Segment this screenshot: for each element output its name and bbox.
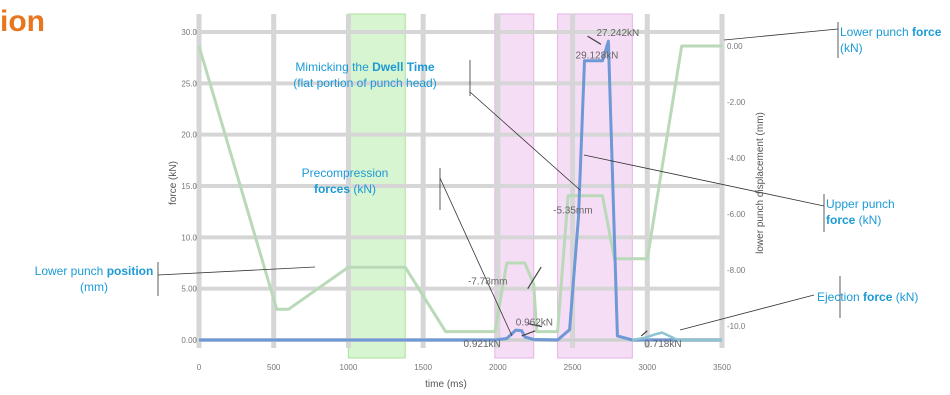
data-annotation-label: 0.718kN — [644, 339, 681, 350]
data-annotation-label: 29.128kN — [576, 51, 619, 62]
callout-precompression: Precompression forces (kN) — [301, 166, 389, 196]
y-axis-label: force (kN) — [168, 161, 179, 205]
y-right-tick-label: 0.00 — [727, 42, 743, 51]
callout-leader-line — [583, 154, 825, 207]
y-tick-label: 10.0 — [181, 233, 197, 242]
callout-lower-punch-force: Lower punch force (kN) — [840, 25, 942, 55]
annotation-arrow — [640, 330, 648, 337]
y-tick-label: 0.00 — [181, 336, 197, 345]
slide-title-fragment: ion — [0, 5, 45, 38]
annotation-arrow — [521, 330, 536, 337]
y-tick-label: 25.0 — [181, 79, 197, 88]
x-tick-label: 1500 — [414, 363, 432, 372]
series-position-line — [197, 44, 722, 334]
y-right-tick-label: -8.00 — [727, 266, 746, 275]
y-right-tick-label: -2.00 — [727, 98, 746, 107]
x-axis-label: time (ms) — [425, 379, 467, 390]
y-axis-right-label: lower punch displacement (mm) — [755, 112, 766, 254]
annotation-arrow — [587, 35, 602, 45]
x-tick-label: 500 — [267, 363, 281, 372]
series-ejection-line — [632, 331, 722, 342]
data-annotation-label: -5.35mm — [553, 206, 592, 217]
x-tick-label: 0 — [197, 363, 202, 372]
y-tick-label: 15.0 — [181, 182, 197, 191]
callout-leader-line — [679, 294, 815, 331]
callout-leader-line — [439, 177, 513, 337]
y-right-tick-label: -10.0 — [727, 322, 746, 331]
data-annotation-label: -7.78mm — [468, 277, 507, 288]
callout-lower-punch-position: Lower punch position (mm) — [34, 264, 154, 294]
callout-upper-punch-force: Upper punch force (kN) — [826, 197, 895, 227]
x-tick-label: 3500 — [713, 363, 731, 372]
y-tick-label: 30.0 — [181, 28, 197, 37]
callout-leader-line — [723, 28, 839, 41]
y-tick-label: 5.00 — [181, 285, 197, 294]
x-tick-label: 2500 — [564, 363, 582, 372]
annotation-arrow — [527, 322, 543, 328]
y-right-tick-label: -6.00 — [727, 210, 746, 219]
callout-leader-line — [157, 266, 316, 276]
annotation-arrow — [527, 266, 542, 289]
x-tick-label: 3000 — [638, 363, 656, 372]
y-tick-label: 20.0 — [181, 131, 197, 140]
data-annotation-label: 0.921kN — [463, 339, 500, 350]
x-tick-label: 1000 — [340, 363, 358, 372]
callout-leader-line — [469, 91, 581, 191]
x-tick-label: 2000 — [489, 363, 507, 372]
callout-ejection-force: Ejection force (kN) — [817, 290, 919, 304]
data-annotation-label: 27.242kN — [596, 28, 639, 39]
data-annotation-label: 0.962kN — [516, 318, 553, 329]
callout-dwell-time: Mimicking the Dwell Time (flat portion o… — [293, 60, 437, 90]
y-right-tick-label: -4.00 — [727, 154, 746, 163]
